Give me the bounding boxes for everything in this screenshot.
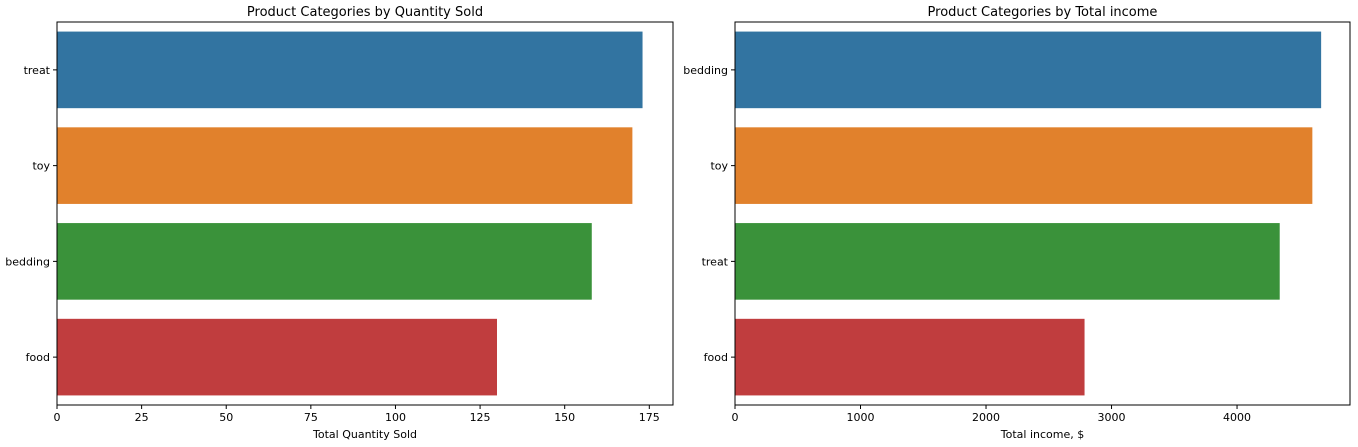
bar-bedding [735,31,1322,109]
x-tick-label-0: 0 [732,411,739,424]
chart-total-income: bedding toy treat food 0 1000 2000 3000 4000 Prod… [683,5,1351,441]
bar-treat [57,31,643,109]
y-tick-label-food: food [704,351,728,364]
bar-food [57,318,497,396]
x-tick-label-25: 25 [135,411,149,424]
x-tick-label-75: 75 [304,411,318,424]
x-tick-label-125: 125 [470,411,491,424]
bar-treat [735,223,1280,300]
y-tick-label-bedding: bedding [5,255,50,268]
x-axis-label: Total Quantity Sold [312,428,417,441]
x-axis-label: Total income, $ [1000,428,1084,441]
x-tick-label-150: 150 [554,411,575,424]
y-tick-label-treat: treat [702,255,729,268]
chart-title: Product Categories by Quantity Sold [247,5,483,20]
chart-quantity-sold: treat toy bedding food 0 25 50 75 100 125 150 175 Pr… [5,5,674,441]
bar-bedding [57,223,592,300]
x-tick-label-50: 50 [219,411,233,424]
y-tick-label-toy: toy [32,160,50,173]
x-tick-label-175: 175 [639,411,660,424]
bar-food [735,318,1085,396]
x-tick-label-1000: 1000 [847,411,875,424]
bar-toy [57,127,633,204]
x-tick-label-2000: 2000 [972,411,1000,424]
y-tick-label-food: food [26,351,50,364]
axes-frame [734,21,1351,406]
y-tick-label-bedding: bedding [683,64,728,77]
x-tick-label-4000: 4000 [1223,411,1251,424]
y-tick-label-treat: treat [24,64,51,77]
y-tick-label-toy: toy [710,160,728,173]
chart-title: Product Categories by Total income [928,5,1158,20]
x-tick-label-100: 100 [385,411,406,424]
bar-toy [735,127,1313,204]
axes-frame [56,21,674,406]
x-tick-label-0: 0 [54,411,61,424]
x-tick-label-3000: 3000 [1098,411,1126,424]
